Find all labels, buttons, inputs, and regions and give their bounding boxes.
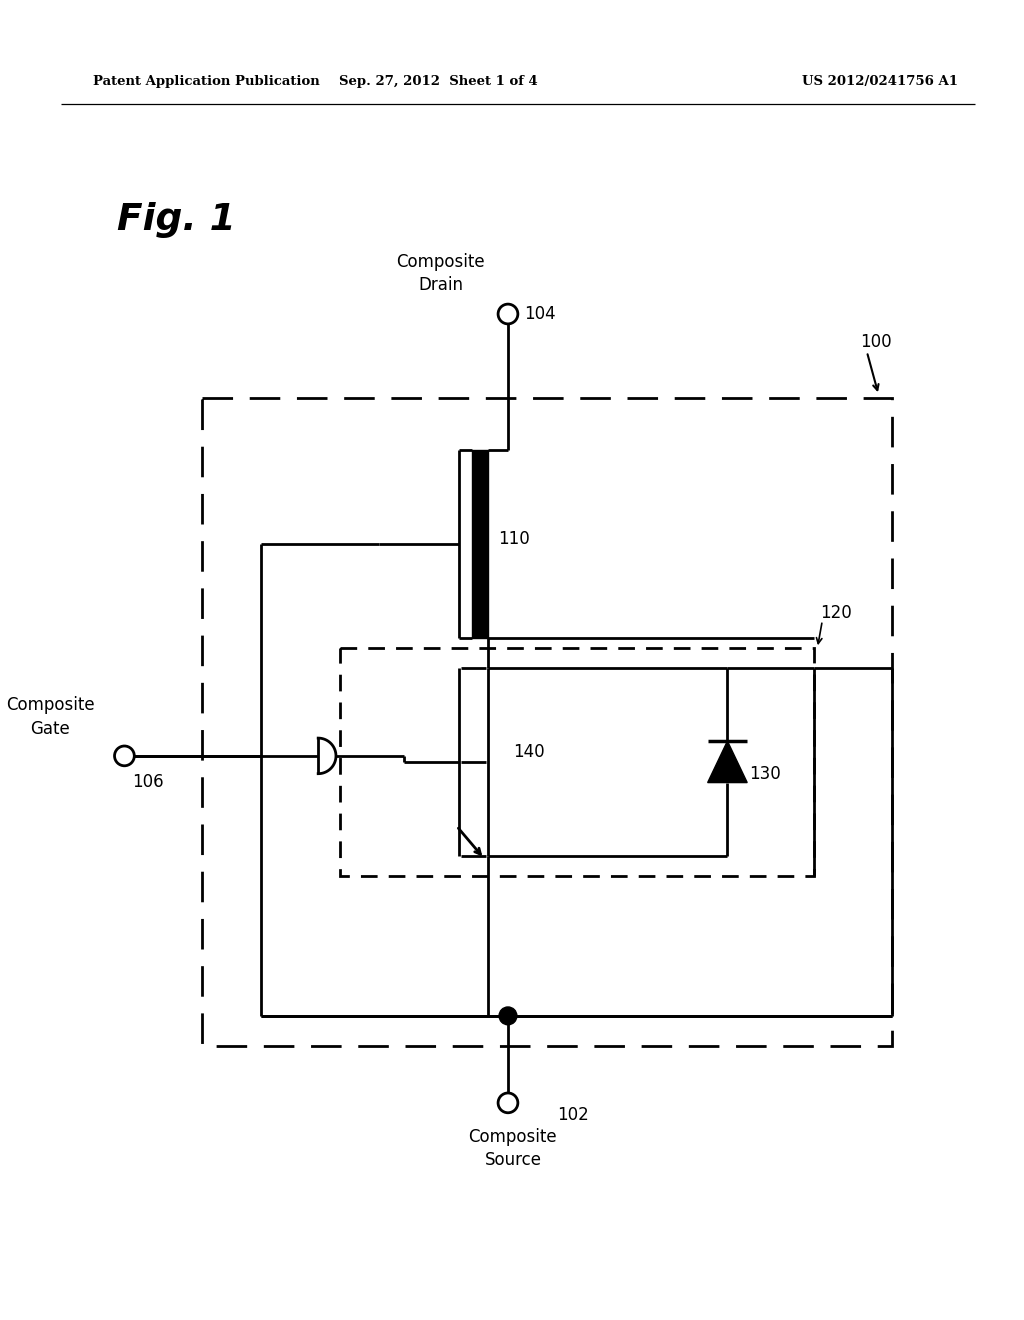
- Text: 100: 100: [860, 333, 892, 351]
- Text: Sep. 27, 2012  Sheet 1 of 4: Sep. 27, 2012 Sheet 1 of 4: [339, 75, 539, 88]
- Circle shape: [499, 1007, 517, 1024]
- Bar: [472, 450, 488, 639]
- Text: Composite
Source: Composite Source: [469, 1127, 557, 1170]
- Text: US 2012/0241756 A1: US 2012/0241756 A1: [802, 75, 957, 88]
- Text: 140: 140: [513, 743, 545, 760]
- Bar: [340, 648, 814, 875]
- Text: Fig. 1: Fig. 1: [118, 202, 237, 238]
- Text: 102: 102: [557, 1106, 589, 1123]
- Text: Patent Application Publication: Patent Application Publication: [93, 75, 319, 88]
- Text: 106: 106: [132, 772, 164, 791]
- Bar: [202, 399, 892, 1045]
- Text: 110: 110: [498, 531, 529, 548]
- Polygon shape: [708, 741, 748, 783]
- Text: 104: 104: [524, 305, 555, 323]
- Text: 120: 120: [820, 603, 852, 622]
- Text: Composite
Drain: Composite Drain: [396, 252, 485, 294]
- Text: Composite
Gate: Composite Gate: [6, 697, 94, 738]
- Text: 130: 130: [750, 764, 781, 783]
